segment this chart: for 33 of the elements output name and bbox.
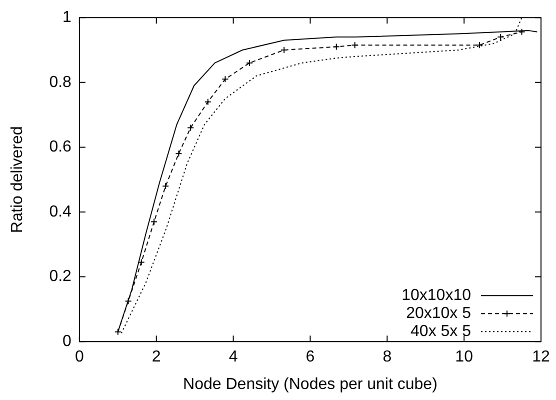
x-tick-label: 8 [382, 348, 392, 366]
x-tick-label: 4 [228, 348, 238, 366]
x-tick-label: 0 [74, 348, 84, 366]
point [222, 76, 229, 83]
legend-label: 20x10x 5 [406, 305, 472, 322]
y-axis-title: Ratio delivered [9, 126, 26, 233]
point [476, 42, 483, 49]
x-tick-label: 6 [306, 348, 315, 366]
y-tick-label: 1 [62, 9, 72, 26]
point [150, 218, 158, 226]
point [124, 298, 132, 305]
y-tick-label: 0.6 [49, 138, 72, 156]
point [497, 34, 504, 41]
y-tick-label: 0.4 [49, 203, 72, 220]
point [332, 43, 340, 50]
point [351, 42, 358, 49]
y-tick-label: 0 [62, 333, 72, 350]
legend-label: 10x10x10 [402, 287, 472, 304]
point [187, 124, 194, 132]
point [162, 182, 170, 190]
x-tick-label: 12 [532, 348, 550, 366]
point [138, 258, 145, 266]
point [518, 28, 526, 36]
x-tick-label: 2 [152, 348, 161, 366]
point [280, 46, 288, 54]
point [204, 98, 212, 106]
legend-label: 40x 5x 5 [410, 323, 472, 340]
point [246, 59, 253, 66]
y-tick-label: 0.8 [49, 74, 72, 91]
y-tick-label: 0.2 [49, 268, 72, 286]
point [175, 150, 182, 158]
x-axis-title: Node Density (Nodes per unit cube) [183, 376, 438, 393]
x-tick-label: 10 [455, 348, 474, 366]
